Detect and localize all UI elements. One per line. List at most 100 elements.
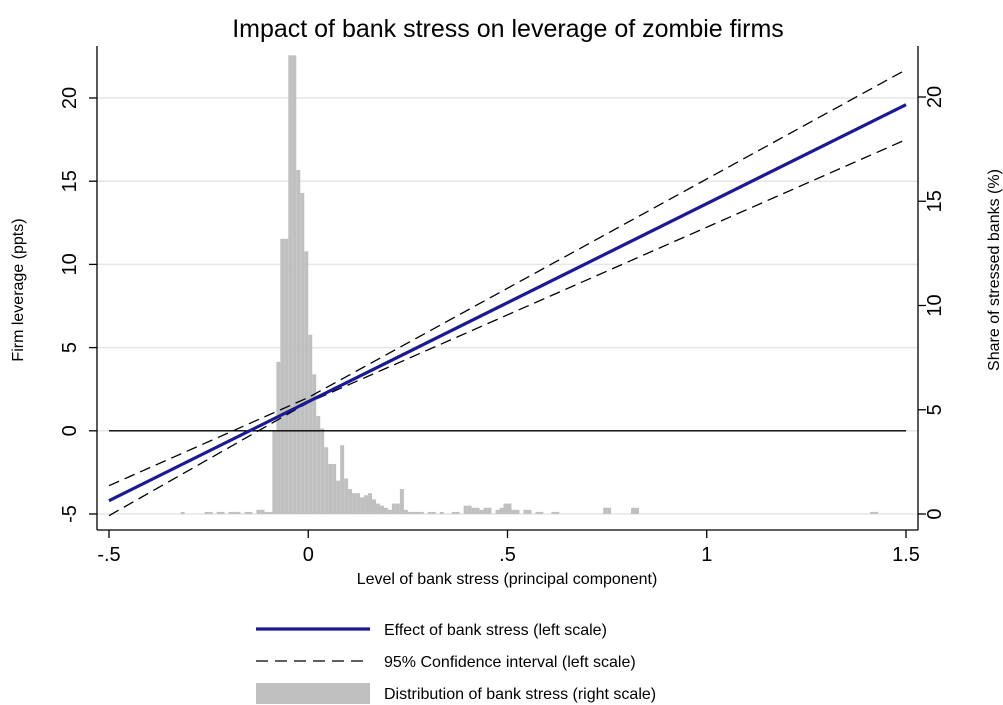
histogram-bar: [399, 488, 404, 514]
histogram-bar: [220, 511, 225, 514]
histogram-bar: [372, 499, 376, 514]
legend-label: 95% Confidence interval (left scale): [384, 654, 636, 671]
effect-line: [108, 103, 907, 503]
x-tick-label: 1: [701, 544, 712, 566]
histogram-bar: [244, 511, 249, 514]
y-right-tick-label: 20: [924, 86, 946, 108]
x-tick-label: -.5: [97, 544, 120, 566]
histogram-bar: [260, 509, 265, 514]
histogram-bar: [527, 509, 532, 514]
y-right-tick-label: 5: [924, 404, 946, 415]
ci-upper-line: [108, 69, 907, 487]
histogram-bar: [467, 505, 472, 514]
histogram-bar: [340, 445, 345, 514]
histogram-bar: [415, 511, 420, 514]
x-tick-label: .5: [499, 544, 516, 566]
histogram-bar: [320, 428, 325, 514]
histogram-bar: [407, 511, 412, 514]
histogram-bar: [308, 334, 313, 514]
histogram-bar: [391, 503, 396, 514]
x-tick-label: 1.5: [892, 544, 920, 566]
histogram-bar: [411, 511, 416, 514]
histogram-bar: [507, 503, 512, 514]
histogram-bar: [483, 507, 488, 514]
y-left-tick-label: 10: [59, 253, 81, 275]
y-left-tick-label: 5: [59, 342, 81, 353]
y-axis-label-right: Share of stressed banks (%): [986, 169, 1003, 371]
histogram-bar: [236, 511, 241, 514]
y-left-tick-label: -5: [59, 505, 81, 523]
histogram-bar: [427, 511, 432, 514]
histogram-bar: [631, 507, 636, 514]
histogram-bar: [292, 55, 297, 515]
histogram-bar: [419, 511, 424, 514]
histogram-bar: [284, 238, 289, 514]
histogram-bar: [348, 488, 353, 514]
histogram-bar: [479, 509, 484, 514]
histogram-bar: [387, 509, 392, 514]
histogram-bar: [324, 447, 329, 514]
x-tick-label: 0: [303, 544, 314, 566]
x-axis-label: Level of bank stress (principal componen…: [357, 571, 658, 588]
histogram-bar: [431, 511, 436, 514]
histogram-bar: [272, 430, 277, 514]
histogram-bar: [276, 361, 281, 514]
histogram-bar: [288, 55, 293, 515]
histogram-bar: [352, 493, 357, 514]
histogram-bar: [228, 511, 233, 514]
histogram-bar: [455, 511, 460, 514]
histogram-bar: [364, 495, 369, 514]
histogram-bar: [511, 509, 516, 514]
y-right-tick-label: 0: [924, 508, 946, 519]
y-right-tick-label: 15: [924, 190, 946, 212]
histogram-bar: [375, 503, 380, 514]
histogram-bar: [870, 511, 875, 514]
histogram-bar: [312, 374, 317, 514]
histogram-bar: [208, 511, 213, 514]
histogram-bar: [439, 511, 444, 514]
ci-lower-line: [108, 139, 907, 517]
y-left-tick-label: 20: [59, 87, 81, 109]
histogram-bar: [379, 505, 384, 514]
histogram-bar: [332, 463, 337, 514]
legend-label: Distribution of bank stress (right scale…: [384, 686, 656, 703]
histogram-bar: [344, 478, 349, 514]
series-lines: [108, 69, 907, 517]
histogram-bar: [503, 503, 508, 514]
y-left-tick-label: 0: [59, 425, 81, 436]
histogram-bar: [463, 505, 468, 514]
histogram-bar: [360, 497, 365, 514]
histogram-bar: [451, 511, 456, 514]
histogram-bar: [204, 511, 209, 514]
histogram-bar: [403, 509, 408, 514]
histogram-bar: [264, 511, 269, 514]
histogram-bar: [471, 507, 476, 514]
histogram-bar: [268, 511, 273, 514]
chart-title: Impact of bank stress on leverage of zom…: [232, 15, 784, 43]
histogram-bar: [539, 511, 544, 514]
histogram-bar: [300, 192, 305, 514]
histogram-bar: [280, 238, 285, 514]
legend: Effect of bank stress (left scale) 95% Co…: [256, 622, 656, 704]
histogram-bar: [515, 509, 520, 514]
histogram-bar: [368, 493, 373, 514]
histogram-bar: [180, 511, 185, 514]
histogram-bar: [551, 511, 556, 514]
y-left-tick-label: 15: [59, 170, 81, 192]
histogram-bar: [499, 507, 504, 514]
histogram-bar: [495, 509, 500, 514]
tick-labels: -.5 0 .5 1 1.5 -5 0 5 10 15 20 0 5 10 15 20: [59, 86, 946, 566]
histogram-bar: [296, 169, 301, 514]
histogram-bar: [232, 511, 237, 514]
histogram-bar: [216, 511, 221, 514]
histogram-bar: [635, 507, 640, 514]
y-axis-label-left: Firm leverage (ppts): [10, 218, 27, 361]
axes: [89, 46, 926, 538]
histogram-bar: [316, 416, 321, 514]
histogram-bar: [535, 511, 540, 514]
histogram-bar: [304, 251, 309, 515]
histogram-bar: [383, 507, 388, 514]
histogram-bar: [603, 507, 608, 514]
histogram-bar: [475, 507, 480, 514]
